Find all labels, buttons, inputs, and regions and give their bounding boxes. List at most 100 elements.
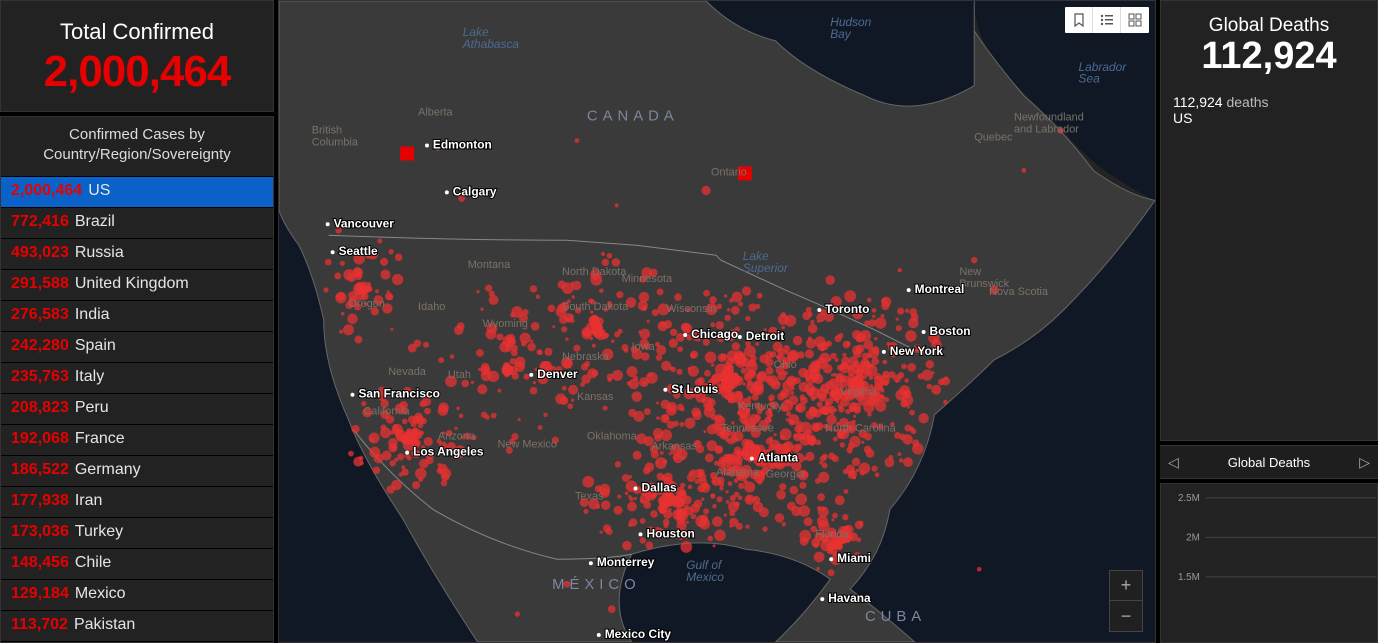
legend-icon[interactable] <box>1093 7 1121 33</box>
svg-text:Edmonton: Edmonton <box>433 138 492 152</box>
left-column: Total Confirmed 2,000,464 Confirmed Case… <box>0 0 274 643</box>
svg-text:Newfoundlandand Labrador: Newfoundlandand Labrador <box>1014 112 1084 136</box>
svg-text:Nevada: Nevada <box>388 366 427 378</box>
svg-text:Texas: Texas <box>575 490 604 502</box>
country-name: Italy <box>75 368 104 386</box>
country-count: 148,456 <box>11 554 69 572</box>
svg-text:North Dakota: North Dakota <box>562 266 627 278</box>
country-row[interactable]: 148,456 Chile <box>1 549 273 580</box>
chart-canvas: 2.5M 2M 1.5M <box>1161 484 1377 642</box>
deaths-sub-region: US <box>1173 110 1192 126</box>
country-count: 235,763 <box>11 368 69 386</box>
svg-text:South Dakota: South Dakota <box>562 301 629 313</box>
country-row[interactable]: 173,036 Turkey <box>1 518 273 549</box>
switcher-next-icon[interactable]: ▷ <box>1359 454 1370 471</box>
bookmark-icon[interactable] <box>1065 7 1093 33</box>
country-row[interactable]: 291,588 United Kingdom <box>1 270 273 301</box>
svg-text:Idaho: Idaho <box>418 301 445 313</box>
country-row[interactable]: 186,522 Germany <box>1 456 273 487</box>
country-name: Turkey <box>75 523 123 541</box>
map-canvas[interactable]: Montana Oregon Idaho Wyoming Nevada Utah Calif… <box>279 1 1155 642</box>
map-top-controls <box>1065 7 1149 33</box>
svg-text:Nebraska: Nebraska <box>562 351 610 363</box>
svg-text:Montreal: Montreal <box>915 282 965 296</box>
country-count: 177,938 <box>11 492 69 510</box>
country-row[interactable]: 113,702 Pakistan <box>1 611 273 642</box>
country-row[interactable]: 192,068 France <box>1 425 273 456</box>
svg-text:Georgia: Georgia <box>766 468 806 480</box>
svg-text:2M: 2M <box>1186 532 1200 543</box>
total-confirmed-panel: Total Confirmed 2,000,464 <box>0 0 274 112</box>
country-row[interactable]: 276,583 India <box>1 301 273 332</box>
country-row[interactable]: 242,280 Spain <box>1 332 273 363</box>
countries-header: Confirmed Cases byCountry/Region/Soverei… <box>1 117 273 177</box>
svg-text:Montana: Montana <box>468 259 511 271</box>
country-count: 173,036 <box>11 523 69 541</box>
country-name: Peru <box>75 399 109 417</box>
deaths-label: Global Deaths <box>1167 15 1371 37</box>
country-count: 186,522 <box>11 461 69 479</box>
country-name: Pakistan <box>74 616 135 634</box>
svg-text:Iowa: Iowa <box>632 341 656 353</box>
svg-text:Arkansas: Arkansas <box>651 441 697 453</box>
svg-text:Vancouver: Vancouver <box>334 216 395 230</box>
country-row[interactable]: 235,763 Italy <box>1 363 273 394</box>
svg-text:Atlanta: Atlanta <box>758 451 799 465</box>
country-name: Iran <box>75 492 103 510</box>
country-row[interactable]: 772,416 Brazil <box>1 208 273 239</box>
svg-text:San Francisco: San Francisco <box>358 387 439 401</box>
svg-text:North Carolina: North Carolina <box>825 423 896 435</box>
deaths-switcher: ◁ Global Deaths ▷ <box>1160 445 1378 479</box>
svg-text:New Mexico: New Mexico <box>498 439 557 451</box>
country-row[interactable]: 208,823 Peru <box>1 394 273 425</box>
svg-text:Oregon: Oregon <box>349 298 385 310</box>
svg-text:CANADA: CANADA <box>587 108 679 125</box>
map-panel[interactable]: + − Montana Oregon Idaho Wyoming Nevada Utah C… <box>278 0 1156 643</box>
country-count: 129,184 <box>11 585 69 603</box>
svg-text:Utah: Utah <box>448 369 471 381</box>
deaths-panel: Global Deaths 112,924 112,924 deaths US <box>1160 0 1378 441</box>
svg-text:Los Angeles: Los Angeles <box>413 445 484 459</box>
svg-text:Virginia: Virginia <box>840 386 877 398</box>
svg-text:Calgary: Calgary <box>453 184 497 198</box>
country-row[interactable]: 177,938 Iran <box>1 487 273 518</box>
svg-text:Detroit: Detroit <box>746 329 784 343</box>
svg-text:Havana: Havana <box>828 591 871 605</box>
svg-text:2.5M: 2.5M <box>1178 493 1200 504</box>
country-count: 192,068 <box>11 430 69 448</box>
country-count: 276,583 <box>11 306 69 324</box>
right-column: Global Deaths 112,924 112,924 deaths US … <box>1160 0 1378 643</box>
country-name: Russia <box>75 244 124 262</box>
country-name: US <box>88 182 110 200</box>
svg-text:Ohio: Ohio <box>774 359 797 371</box>
svg-text:Oklahoma: Oklahoma <box>587 431 638 443</box>
svg-text:Kansas: Kansas <box>577 391 614 403</box>
country-name: Chile <box>75 554 111 572</box>
country-row[interactable]: 2,000,464 US <box>1 177 273 208</box>
svg-text:1.5M: 1.5M <box>1178 572 1200 583</box>
country-count: 2,000,464 <box>11 182 82 200</box>
zoom-out-button[interactable]: − <box>1110 601 1142 631</box>
svg-text:Alabama: Alabama <box>716 467 760 479</box>
svg-text:Monterrey: Monterrey <box>597 555 655 569</box>
svg-text:Arizona: Arizona <box>438 431 476 443</box>
svg-text:Dallas: Dallas <box>642 480 677 494</box>
total-number: 2,000,464 <box>7 47 267 97</box>
countries-list[interactable]: 2,000,464 US772,416 Brazil493,023 Russia… <box>1 177 273 643</box>
svg-text:St Louis: St Louis <box>671 382 718 396</box>
deaths-sub[interactable]: 112,924 deaths US <box>1161 88 1377 126</box>
svg-text:Toronto: Toronto <box>825 302 869 316</box>
switcher-prev-icon[interactable]: ◁ <box>1168 454 1179 471</box>
countries-panel: Confirmed Cases byCountry/Region/Soverei… <box>0 116 274 643</box>
svg-text:California: California <box>363 406 410 418</box>
svg-text:Wyoming: Wyoming <box>483 318 528 330</box>
zoom-in-button[interactable]: + <box>1110 571 1142 601</box>
deaths-sub-unit: deaths <box>1226 94 1268 110</box>
country-name: Brazil <box>75 213 115 231</box>
basemap-icon[interactable] <box>1121 7 1149 33</box>
country-row[interactable]: 129,184 Mexico <box>1 580 273 611</box>
svg-text:CUBA: CUBA <box>865 608 926 625</box>
country-row[interactable]: 493,023 Russia <box>1 239 273 270</box>
svg-text:Miami: Miami <box>837 551 871 565</box>
chart-panel[interactable]: 2.5M 2M 1.5M <box>1160 483 1378 643</box>
